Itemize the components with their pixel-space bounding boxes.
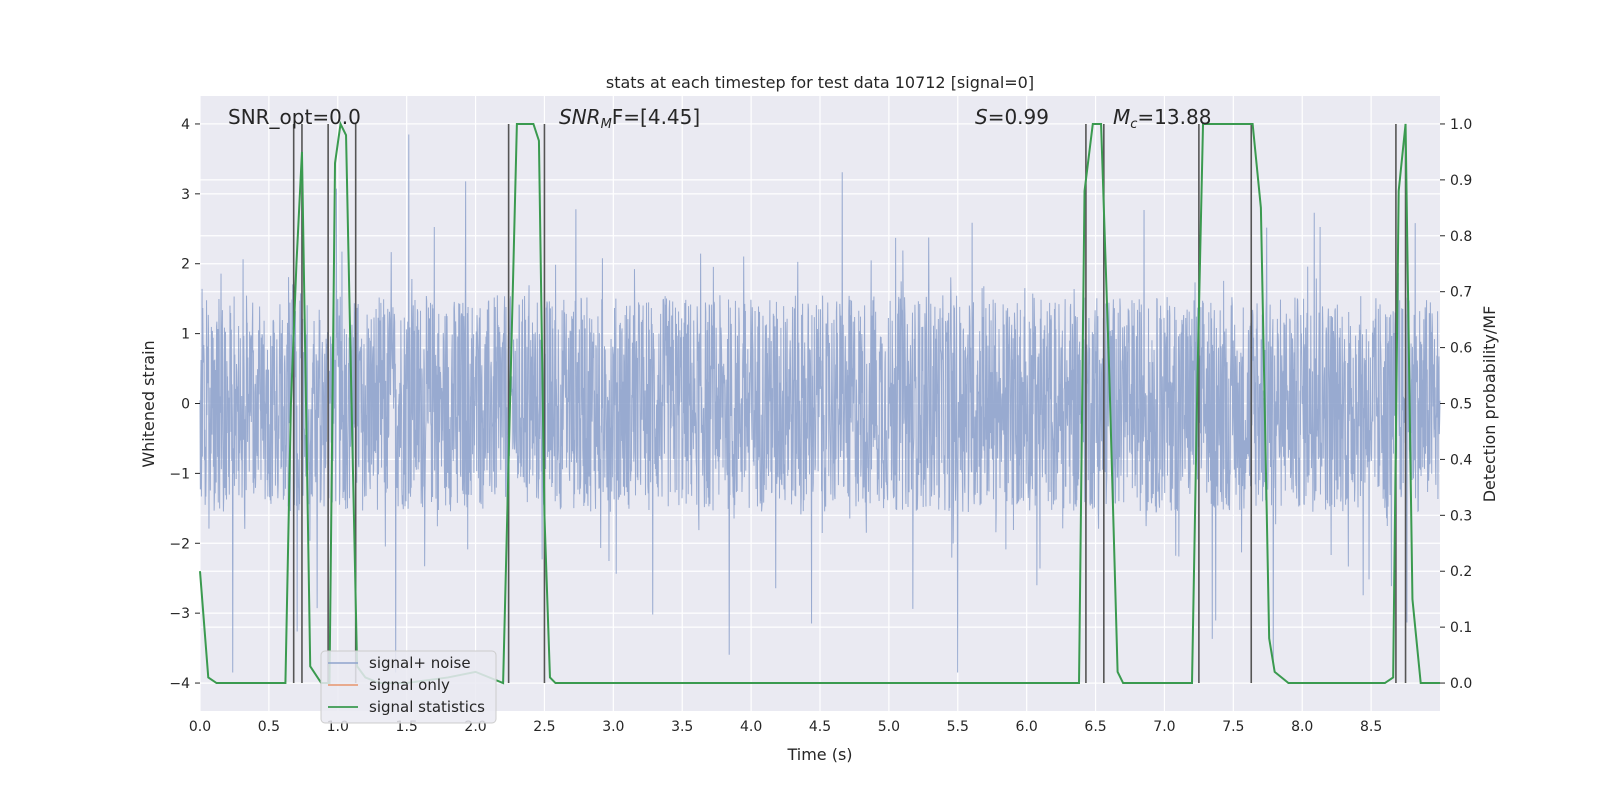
y2-tick-label: 0.8 <box>1450 229 1472 245</box>
series-signal-noise <box>199 134 1441 673</box>
chart-title: stats at each timestep for test data 107… <box>606 73 1034 92</box>
annotation-mc-rest: =13.88 <box>1137 105 1211 129</box>
x-tick-label: 8.5 <box>1360 719 1382 735</box>
annotation-mc: Mc=13.88 <box>1113 105 1211 132</box>
x-tick-label: 3.5 <box>671 719 693 735</box>
y-tick-label: −2 <box>169 536 190 552</box>
y2-tick-label: 0.6 <box>1450 341 1472 357</box>
y2-tick-label: 0.1 <box>1450 620 1472 636</box>
y-tick-label: −3 <box>169 606 190 622</box>
y-axis-title: Whitened strain <box>139 340 158 467</box>
legend-label-signal-statistics: signal statistics <box>369 698 485 716</box>
y-tick-label: 1 <box>181 327 190 343</box>
y2-tick-label: 0.5 <box>1450 397 1472 413</box>
annotation-snr-mf-main: SNR <box>559 105 601 129</box>
x-tick-label: 0.5 <box>258 719 280 735</box>
annotation-snr-mf: SNRMF=[4.45] <box>559 105 700 132</box>
y2-axis-title: Detection probability/MF <box>1480 306 1499 503</box>
y2-tick-label: 0.0 <box>1450 676 1472 692</box>
y-axis-ticks: 4 3 2 1 0 −1 −2 −3 −4 <box>169 117 200 692</box>
signal-statistics-line <box>199 120 1440 685</box>
x-tick-label: 2.5 <box>533 719 555 735</box>
legend: signal+ noise signal only signal statist… <box>320 650 497 724</box>
y2-tick-label: 0.9 <box>1450 173 1472 189</box>
y2-tick-label: 0.2 <box>1450 564 1472 580</box>
x-axis-ticks: 0.0 0.5 1.0 1.5 2.0 2.5 3.0 3.5 4.0 4.5 5.0 5.5 6.0 6… <box>189 719 1382 735</box>
y2-axis-ticks: 1.0 0.9 0.8 0.7 0.6 0.5 0.4 0.3 0.2 0.1 0.0 <box>1440 117 1472 692</box>
annotation-snr-mf-sub: M <box>601 117 612 132</box>
x-tick-label: 7.5 <box>1222 719 1244 735</box>
legend-label-signal-noise: signal+ noise <box>369 654 471 672</box>
y2-tick-label: 0.7 <box>1450 285 1472 301</box>
x-axis-title: Time (s) <box>786 745 852 764</box>
annotation-s-rest: =0.99 <box>988 105 1049 129</box>
y-tick-label: −4 <box>169 676 190 692</box>
signal-noise-trace <box>199 134 1441 673</box>
annotation-s-main: S <box>975 105 988 129</box>
y-tick-label: 0 <box>181 397 190 413</box>
x-tick-label: 0.0 <box>189 719 211 735</box>
x-tick-label: 4.0 <box>740 719 762 735</box>
x-tick-label: 3.0 <box>602 719 624 735</box>
legend-box <box>320 650 497 724</box>
annotation-s: S=0.99 <box>975 105 1049 129</box>
x-tick-label: 6.5 <box>1084 719 1106 735</box>
y-tick-label: 4 <box>181 117 190 133</box>
x-tick-label: 5.5 <box>947 719 969 735</box>
y2-tick-label: 0.4 <box>1450 452 1472 468</box>
y-tick-label: −1 <box>169 466 190 482</box>
annotation-snr-opt: SNR_opt=0.0 <box>228 105 361 129</box>
annotation-snr-mf-rest: F=[4.45] <box>612 105 700 129</box>
annotation-mc-sub: c <box>1130 117 1137 132</box>
x-tick-label: 8.0 <box>1291 719 1313 735</box>
x-tick-label: 6.0 <box>1016 719 1038 735</box>
y2-tick-label: 1.0 <box>1450 117 1472 133</box>
x-tick-label: 5.0 <box>878 719 900 735</box>
series-signal-statistics <box>199 120 1440 685</box>
legend-label-signal-only: signal only <box>369 676 450 694</box>
x-tick-label: 4.5 <box>809 719 831 735</box>
y-tick-label: 2 <box>181 257 190 273</box>
y2-tick-label: 0.3 <box>1450 508 1472 524</box>
x-tick-label: 7.0 <box>1153 719 1175 735</box>
annotation-mc-main: M <box>1113 105 1130 129</box>
y-tick-label: 3 <box>181 187 190 203</box>
